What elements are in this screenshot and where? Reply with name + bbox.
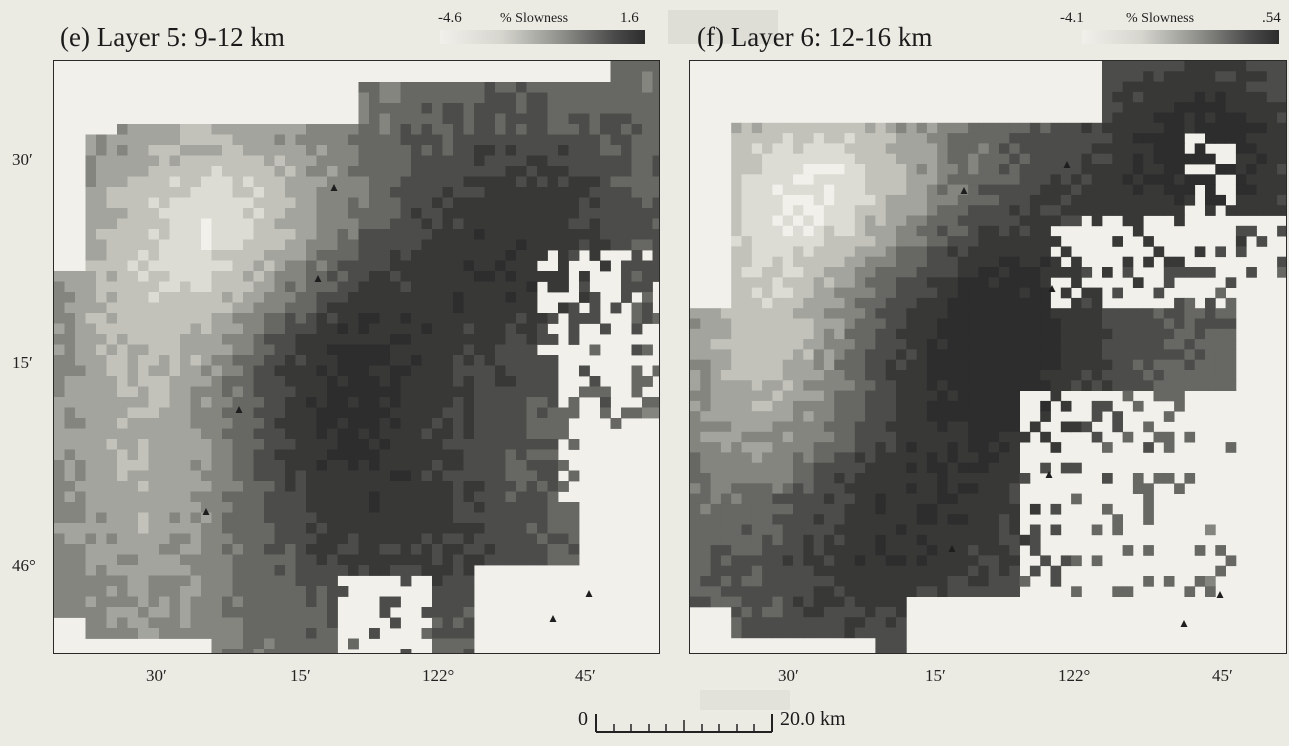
scale-bar-zero: 0 xyxy=(578,708,588,730)
panel-f-colorbar-max: .54 xyxy=(1262,10,1281,26)
panel-e-xtick-15: 15′ xyxy=(290,666,311,685)
panel-e-ytick-46: 46° xyxy=(12,556,36,575)
panel-f-colorbar xyxy=(1082,30,1279,44)
panel-f-xtick-45: 45′ xyxy=(1212,666,1233,685)
panel-e-xtick-30: 30′ xyxy=(146,666,167,685)
panel-f-map xyxy=(689,60,1287,654)
panel-e-ytick-30: 30′ xyxy=(12,150,33,169)
panel-e-title: (e) Layer 5: 9-12 km xyxy=(60,22,285,52)
panel-f-title: (f) Layer 6: 12-16 km xyxy=(697,22,933,52)
panel-e-ytick-15: 15′ xyxy=(12,353,33,372)
distance-scale-bar: 0 20.0 km xyxy=(570,708,870,738)
panel-e-map xyxy=(53,60,660,654)
scale-bar-length: 20.0 km xyxy=(780,708,846,730)
panel-e-colorbar xyxy=(440,30,645,44)
scale-bar-ruler xyxy=(595,714,773,733)
panel-e-colorbar-max: 1.6 xyxy=(620,10,639,26)
panel-f-xtick-122: 122° xyxy=(1058,666,1091,685)
panel-e-colorbar-label: % Slowness xyxy=(500,11,569,26)
panel-f-tomography-image xyxy=(690,61,1286,653)
panel-e-colorbar-min: -4.6 xyxy=(438,10,462,26)
panel-f-xtick-15: 15′ xyxy=(925,666,946,685)
panel-f-xtick-30: 30′ xyxy=(778,666,799,685)
panel-e-tomography-image xyxy=(54,61,659,653)
panel-f-colorbar-label: % Slowness xyxy=(1126,11,1195,26)
panel-e-xtick-122: 122° xyxy=(422,666,455,685)
panel-e-xtick-45: 45′ xyxy=(575,666,596,685)
panel-f-colorbar-min: -4.1 xyxy=(1060,10,1084,26)
